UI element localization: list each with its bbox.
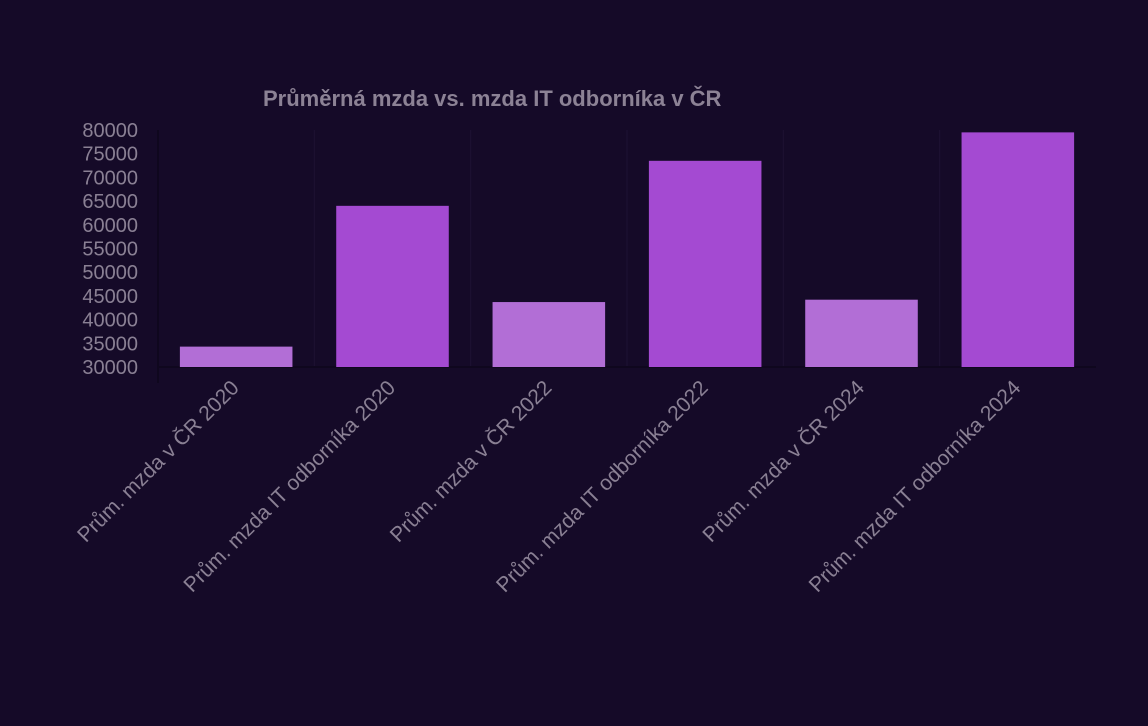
bar-average-salary xyxy=(179,346,293,367)
y-tick-label: 45000 xyxy=(82,286,138,308)
x-tick-label: Prům. mzda v ČR 2022 xyxy=(386,376,557,547)
y-tick-label: 75000 xyxy=(82,144,138,166)
y-tick-label: 55000 xyxy=(82,239,138,261)
y-tick-label: 60000 xyxy=(82,215,138,237)
chart-title: Průměrná mzda vs. mzda IT odborníka v ČR xyxy=(263,86,722,111)
y-tick-label: 40000 xyxy=(82,310,138,332)
axes xyxy=(157,130,1096,383)
y-tick-label: 65000 xyxy=(82,191,138,213)
y-tick-label: 35000 xyxy=(82,333,138,355)
y-tick-label: 30000 xyxy=(82,357,138,379)
grid-lines xyxy=(313,130,941,367)
y-tick-label: 80000 xyxy=(82,120,138,142)
bar-it-salary xyxy=(336,205,449,367)
y-tick-label: 50000 xyxy=(82,262,138,284)
bars xyxy=(179,132,1075,367)
x-tick-label: Prům. mzda v ČR 2024 xyxy=(698,376,869,547)
bar-average-salary xyxy=(805,299,918,367)
bar-average-salary xyxy=(492,302,606,367)
x-tick-label: Prům. mzda v ČR 2020 xyxy=(73,376,244,547)
y-axis-ticks: 3000035000400004500050000550006000065000… xyxy=(82,120,138,379)
bar-it-salary xyxy=(961,132,1075,367)
y-tick-label: 70000 xyxy=(82,167,138,189)
bar-it-salary xyxy=(648,160,762,367)
